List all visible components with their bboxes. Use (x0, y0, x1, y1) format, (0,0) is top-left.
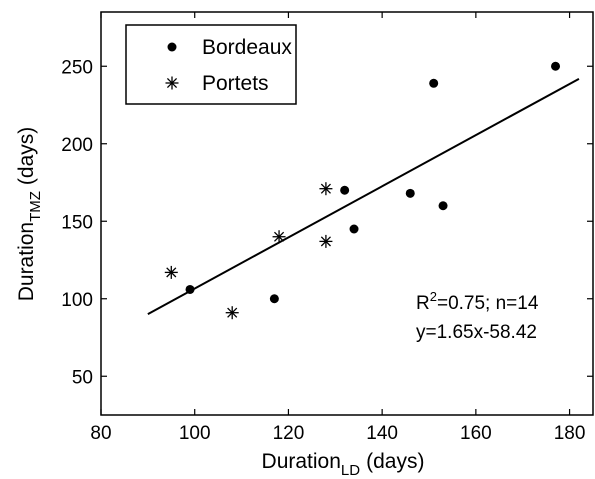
legend-marker-portets (165, 76, 179, 90)
data-point-bordeaux (349, 224, 359, 234)
data-point-bordeaux (340, 185, 350, 195)
fit-line-layer (147, 77, 580, 316)
y-tick-label: 150 (61, 212, 93, 233)
axis-ticks-layer: 80 100 120 140 160 180 50 100 150 200 250 (61, 12, 593, 444)
data-points-layer (164, 61, 561, 320)
data-point-bordeaux (551, 61, 561, 71)
x-tick-label: 160 (460, 423, 492, 444)
y-tick-label: 250 (61, 57, 93, 78)
data-point-bordeaux (429, 78, 439, 88)
y-tick-label: 50 (72, 367, 93, 388)
x-tick-label: 180 (554, 423, 586, 444)
legend: Bordeaux Portets (125, 24, 297, 105)
x-tick-label: 80 (90, 423, 111, 444)
x-tick-label: 120 (273, 423, 305, 444)
legend-asterisk-icon (165, 76, 179, 90)
data-point-bordeaux (185, 284, 195, 294)
y-tick-label: 200 (61, 135, 93, 156)
legend-dot-icon (167, 42, 177, 52)
x-tick-label: 140 (366, 423, 398, 444)
y-axis-label: DurationTMZ(days) (15, 127, 44, 302)
regression-line (147, 77, 580, 316)
legend-box (125, 24, 297, 105)
legend-marker-bordeaux (167, 42, 177, 52)
r-squared-text: R2=0.75; n=14 (416, 289, 539, 314)
legend-label-bordeaux: Bordeaux (202, 36, 292, 59)
x-axis-label: DurationLD (days) (262, 450, 425, 479)
data-point-bordeaux (269, 294, 279, 304)
regression-equation: y=1.65x-58.42 (416, 322, 537, 343)
data-point-portets (225, 306, 239, 320)
fit-annotation: R2=0.75; n=14 y=1.65x-58.42 (416, 289, 539, 343)
data-point-portets (319, 234, 333, 248)
data-point-bordeaux (405, 188, 415, 198)
plot-area-border (100, 11, 594, 416)
x-tick-label: 100 (179, 423, 211, 444)
data-point-portets (319, 182, 333, 196)
legend-label-portets: Portets (202, 72, 269, 95)
data-point-portets (272, 230, 286, 244)
plot-frame (100, 11, 594, 416)
data-point-portets (164, 265, 178, 279)
data-point-bordeaux (438, 201, 448, 211)
y-tick-label: 100 (61, 290, 93, 311)
